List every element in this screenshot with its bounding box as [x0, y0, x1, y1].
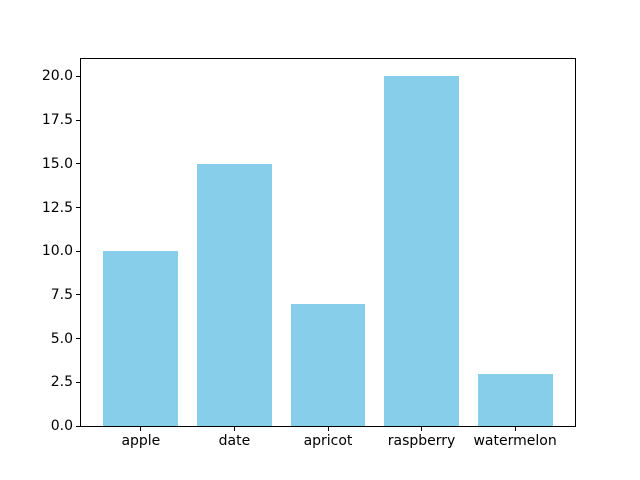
- plot-area: 0.0 2.5 5.0 7.5 10.0 12.5 15.0 17.5 20.0 apple dat…: [42, 58, 576, 449]
- bar-apple: [103, 251, 179, 426]
- x-axis-tick-label: date: [218, 433, 251, 449]
- bar-apricot: [290, 303, 366, 426]
- y-axis-tick-label: 12.5: [41, 199, 73, 216]
- x-axis-tick: [514, 427, 516, 431]
- y-axis-tick: [76, 250, 80, 252]
- x-axis-tick-label: apple: [121, 433, 161, 449]
- y-axis-tick-label: 20.0: [41, 68, 73, 85]
- y-axis-tick-label: 10.0: [41, 243, 73, 260]
- y-axis-tick: [76, 75, 80, 77]
- y-axis-tick: [76, 381, 80, 383]
- y-axis-tick: [76, 294, 80, 296]
- y-axis-tick-label: 7.5: [50, 286, 73, 303]
- y-axis-tick: [76, 163, 80, 165]
- y-axis-tick-label: 0.0: [50, 418, 73, 434]
- y-axis-tick: [76, 338, 80, 340]
- y-axis-tick: [76, 425, 80, 427]
- y-axis-tick-label: 15.0: [41, 155, 73, 172]
- x-axis-tick: [233, 427, 235, 431]
- y-axis-tick-label: 2.5: [50, 374, 73, 391]
- y-axis-tick-label: 5.0: [50, 330, 73, 347]
- x-axis-tick-label: watermelon: [473, 433, 557, 449]
- y-axis-tick: [76, 207, 80, 209]
- x-axis-tick: [140, 427, 142, 431]
- x-axis-tick-label: apricot: [303, 433, 353, 449]
- x-axis-tick: [421, 427, 423, 431]
- bar-watermelon: [477, 373, 553, 426]
- y-axis-tick-label: 17.5: [41, 112, 73, 129]
- y-axis-tick: [76, 119, 80, 121]
- x-axis-tick: [327, 427, 329, 431]
- bar-raspberry: [384, 76, 459, 426]
- x-axis-tick-label: raspberry: [387, 433, 456, 449]
- bar-date: [197, 163, 272, 426]
